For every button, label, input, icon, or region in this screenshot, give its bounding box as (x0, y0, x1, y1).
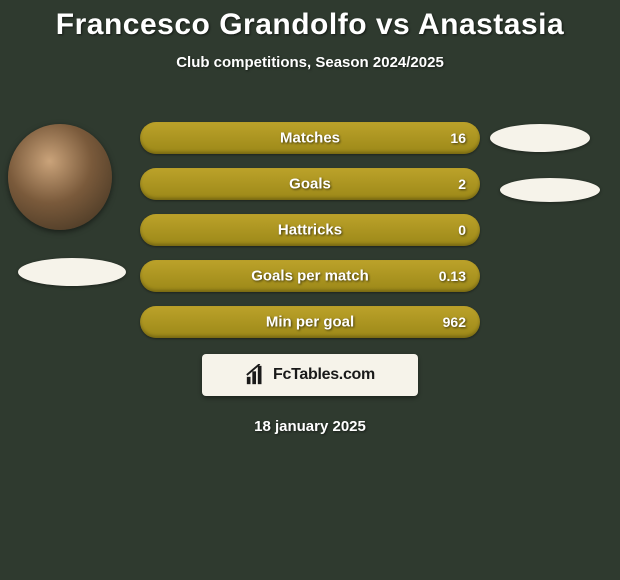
stat-value: 0 (458, 222, 466, 238)
stats-block: Matches 16 Goals 2 Hattricks 0 Goals per… (140, 122, 480, 352)
stat-row: Matches 16 (140, 122, 480, 154)
logo-box: FcTables.com (202, 354, 418, 396)
stat-row: Hattricks 0 (140, 214, 480, 246)
stat-row: Min per goal 962 (140, 306, 480, 338)
stat-row: Goals 2 (140, 168, 480, 200)
oval-right-2 (500, 178, 600, 202)
stat-label: Goals per match (251, 268, 369, 285)
oval-left (18, 258, 126, 286)
page-title: Francesco Grandolfo vs Anastasia (0, 0, 620, 42)
stat-value: 2 (458, 176, 466, 192)
stat-label: Matches (280, 130, 340, 147)
stat-value: 0.13 (439, 268, 466, 284)
oval-right-1 (490, 124, 590, 152)
infographic-container: Francesco Grandolfo vs Anastasia Club co… (0, 0, 620, 580)
stat-value: 16 (450, 130, 466, 146)
stat-label: Goals (289, 176, 331, 193)
stat-value: 962 (443, 314, 466, 330)
player-avatar-left (8, 124, 112, 230)
page-subtitle: Club competitions, Season 2024/2025 (0, 54, 620, 71)
logo-text: FcTables.com (273, 366, 375, 384)
bars-icon (245, 364, 267, 386)
date-text: 18 january 2025 (254, 418, 366, 435)
stat-label: Hattricks (278, 222, 342, 239)
stat-row: Goals per match 0.13 (140, 260, 480, 292)
stat-label: Min per goal (266, 314, 354, 331)
